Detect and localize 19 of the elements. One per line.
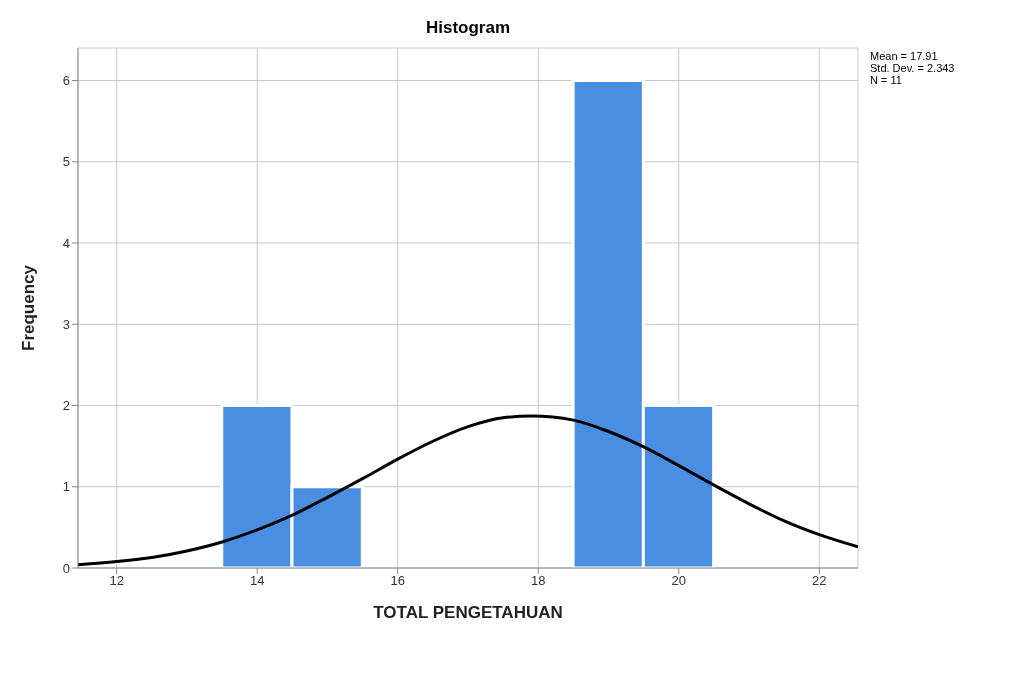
x-axis-title: TOTAL PENGETAHUAN [373,603,563,622]
y-tick-label: 4 [62,235,70,251]
text: Std. Dev. = 2.343 [870,62,955,74]
x-tick-label: 16 [390,573,405,589]
x-tick-label: 22 [812,573,827,589]
y-tick-label: 1 [62,479,70,495]
x-tick-label: 18 [531,573,546,589]
text: N = 11 [870,74,903,86]
y-tick-label: 5 [62,154,70,170]
x-tick-label: 12 [109,573,124,589]
x-tick-label: 20 [671,573,687,589]
y-tick-label: 3 [62,316,70,332]
y-tick-label: 6 [62,73,70,89]
y-axis-title: Frequency [19,264,39,351]
y-tick-label: 2 [62,398,70,414]
text: Mean = 17.91 [870,50,939,62]
chart-title: Histogram [424,18,512,38]
y-tick-label: 0 [62,560,70,576]
x-tick-label: 14 [249,573,265,589]
